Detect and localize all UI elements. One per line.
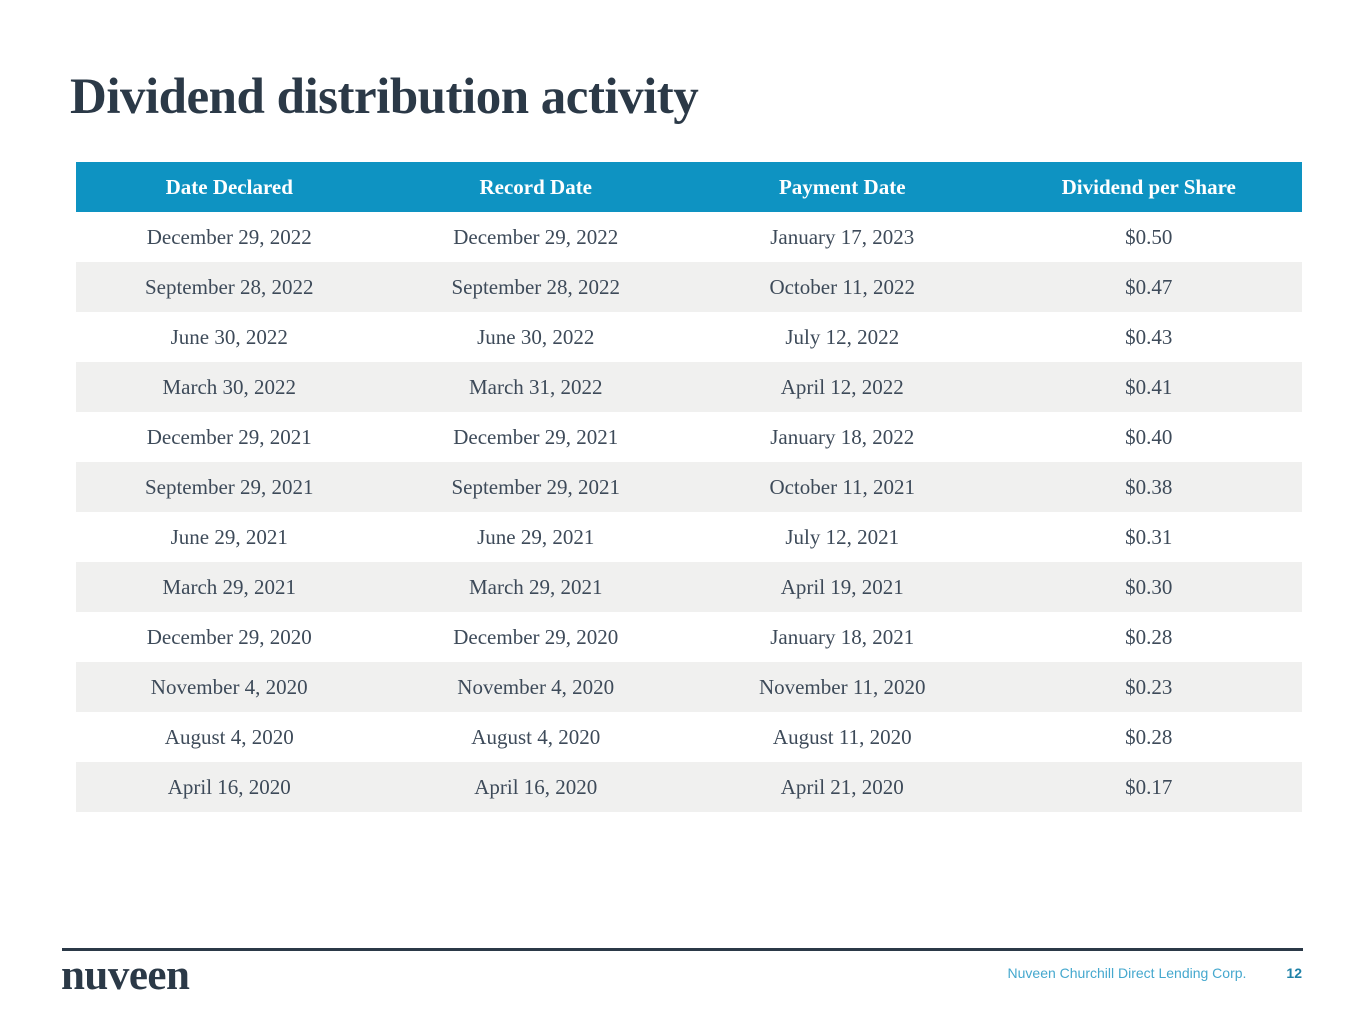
table-cell: April 16, 2020 xyxy=(474,774,598,799)
table-row: September 29, 2021 September 29, 2021 Octo… xyxy=(76,462,1302,512)
table-cell: September 28, 2022 xyxy=(144,274,314,299)
table-cell: October 11, 2022 xyxy=(769,274,916,299)
page-number: 12 xyxy=(1286,965,1302,981)
table-cell: August 4, 2020 xyxy=(164,724,294,749)
table-row: April 16, 2020 April 16, 2020 April 21, 20… xyxy=(76,762,1302,812)
table-cell: $0.38 xyxy=(1125,474,1173,499)
table-cell: April 21, 2020 xyxy=(780,774,904,799)
table-cell: March 30, 2022 xyxy=(162,374,297,399)
table-cell: March 29, 2021 xyxy=(162,574,297,599)
table-cell: December 29, 2021 xyxy=(146,424,312,449)
table-cell: $0.41 xyxy=(1125,374,1173,399)
table-cell: $0.43 xyxy=(1125,324,1173,349)
footer-company-name: Nuveen Churchill Direct Lending Corp. xyxy=(1007,965,1247,981)
table-row: March 30, 2022 March 31, 2022 April 12, 20… xyxy=(76,362,1302,412)
table-cell: $0.17 xyxy=(1125,774,1173,799)
table-cell: $0.23 xyxy=(1125,674,1173,699)
table-cell: June 29, 2021 xyxy=(170,524,288,549)
table-cell: March 29, 2021 xyxy=(468,574,603,599)
table-cell: August 4, 2020 xyxy=(471,724,601,749)
table-cell: November 11, 2020 xyxy=(758,674,926,699)
table-cell: June 29, 2021 xyxy=(477,524,595,549)
footer-divider xyxy=(62,948,1303,951)
table-cell: July 12, 2021 xyxy=(785,524,900,549)
footer-right: Nuveen Churchill Direct Lending Corp. 12 xyxy=(1008,965,1302,981)
table-row: November 4, 2020 November 4, 2020 November… xyxy=(76,662,1302,712)
table-cell: $0.31 xyxy=(1125,524,1173,549)
table-row: June 30, 2022 June 30, 2022 July 12, 2022 $… xyxy=(76,312,1302,362)
table-cell: April 16, 2020 xyxy=(167,774,291,799)
table-cell: January 17, 2023 xyxy=(770,224,915,249)
table-row: December 29, 2022 December 29, 2022 Januar… xyxy=(76,212,1302,262)
table-cell: November 4, 2020 xyxy=(457,674,615,699)
table-header-row: Date Declared Record Date Payment Date D… xyxy=(76,162,1302,212)
table-cell: $0.28 xyxy=(1125,724,1173,749)
table-row: December 29, 2020 December 29, 2020 Januar… xyxy=(76,612,1302,662)
table-cell: September 29, 2021 xyxy=(144,474,314,499)
table-cell: August 11, 2020 xyxy=(772,724,912,749)
table-cell: December 29, 2022 xyxy=(453,224,619,249)
table-cell: March 31, 2022 xyxy=(468,374,603,399)
table-cell: June 30, 2022 xyxy=(477,324,595,349)
table-row: August 4, 2020 August 4, 2020 August 11, 2… xyxy=(76,712,1302,762)
table-cell: December 29, 2022 xyxy=(146,224,312,249)
dividend-table: Date Declared Record Date Payment Date D… xyxy=(76,162,1302,812)
table-cell: November 4, 2020 xyxy=(150,674,308,699)
column-header-dividend-per-share: Dividend per Share xyxy=(995,162,1302,212)
table-row: December 29, 2021 December 29, 2021 Januar… xyxy=(76,412,1302,462)
table-cell: October 11, 2021 xyxy=(769,474,916,499)
column-header-record-date: Record Date xyxy=(382,162,689,212)
column-header-payment-date: Payment Date xyxy=(689,162,996,212)
table-cell: January 18, 2022 xyxy=(770,424,915,449)
table-cell: September 28, 2022 xyxy=(451,274,621,299)
table-row: September 28, 2022 September 28, 2022 Octo… xyxy=(76,262,1302,312)
table-cell: July 12, 2022 xyxy=(785,324,900,349)
table-cell: January 18, 2021 xyxy=(770,624,915,649)
table-cell: September 29, 2021 xyxy=(451,474,621,499)
table-cell: December 29, 2021 xyxy=(453,424,619,449)
table-cell: $0.50 xyxy=(1125,224,1173,249)
table-row: June 29, 2021 June 29, 2021 July 12, 2021 $… xyxy=(76,512,1302,562)
column-header-date-declared: Date Declared xyxy=(76,162,383,212)
nuveen-logo: nuveen xyxy=(61,952,190,999)
table-body: December 29, 2022 December 29, 2022 Januar… xyxy=(76,212,1302,812)
table-cell: $0.47 xyxy=(1125,274,1173,299)
table-cell: June 30, 2022 xyxy=(170,324,288,349)
table-cell: April 12, 2022 xyxy=(780,374,904,399)
table-row: March 29, 2021 March 29, 2021 April 19, 20… xyxy=(76,562,1302,612)
table-cell: $0.40 xyxy=(1125,424,1173,449)
table-cell: $0.30 xyxy=(1125,574,1173,599)
table-cell: April 19, 2021 xyxy=(780,574,904,599)
table-cell: December 29, 2020 xyxy=(453,624,619,649)
page-title: Dividend distribution activity xyxy=(70,69,699,125)
table-cell: December 29, 2020 xyxy=(146,624,312,649)
table-cell: $0.28 xyxy=(1125,624,1173,649)
